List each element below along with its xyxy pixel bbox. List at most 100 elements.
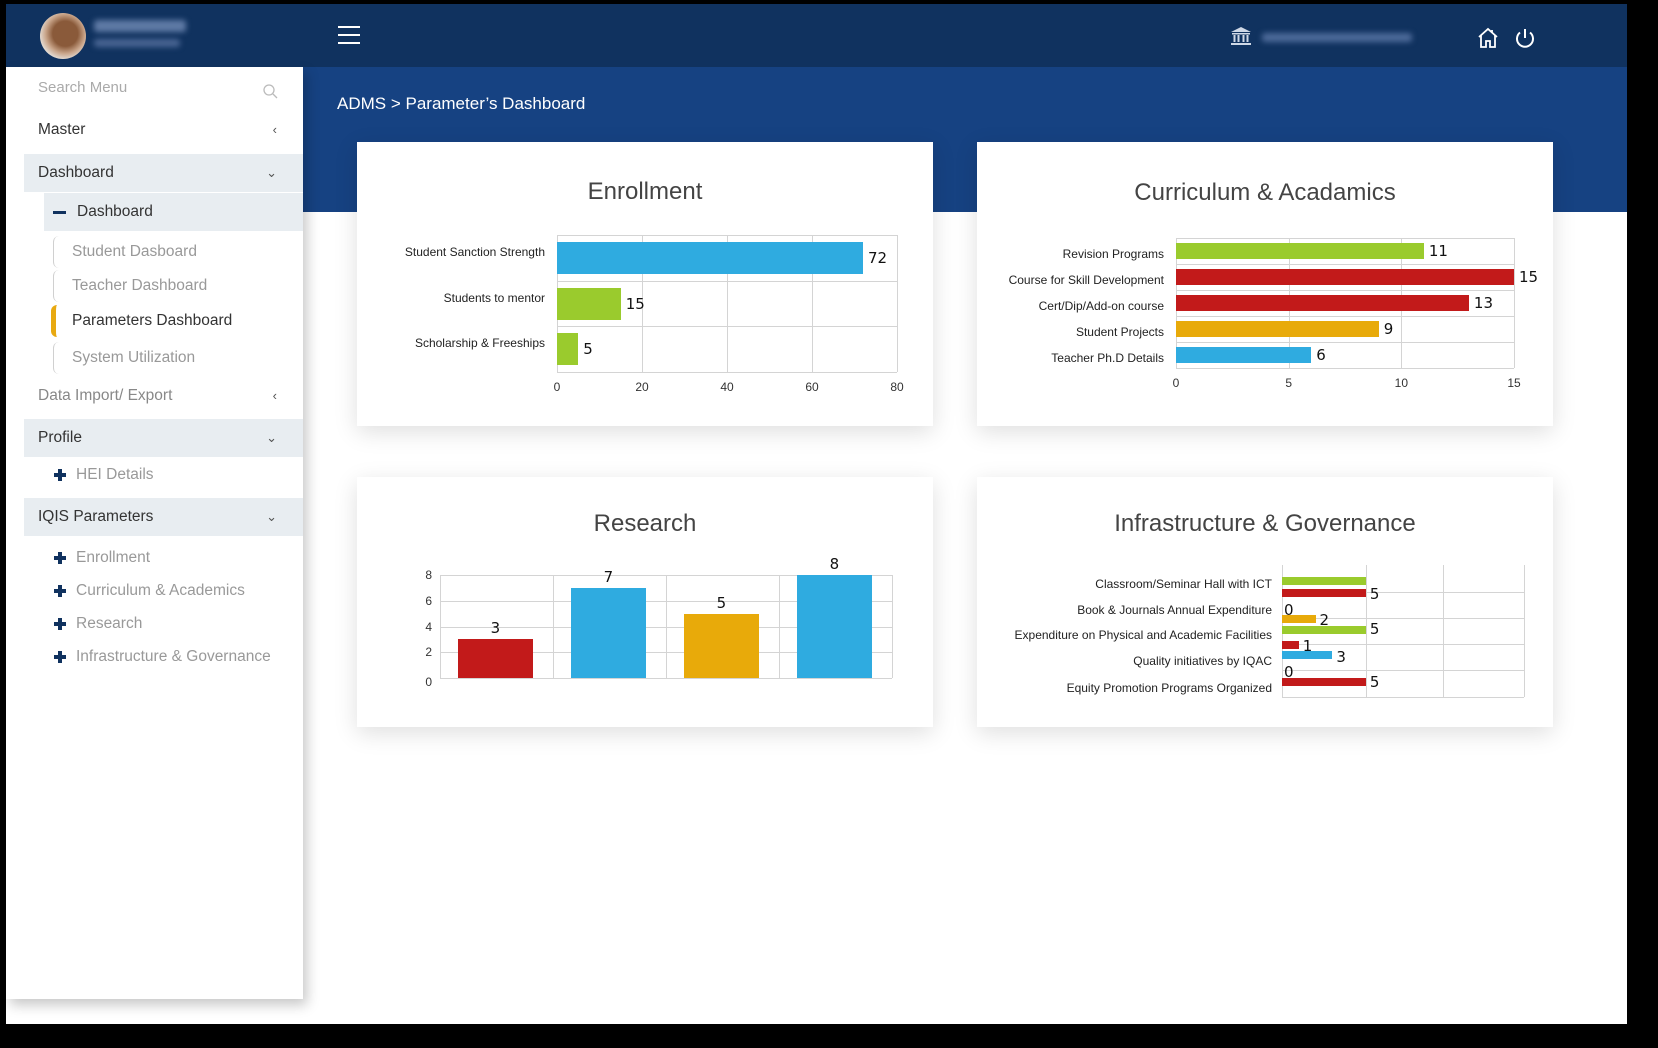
search-input[interactable] (38, 79, 248, 96)
chevron-left-icon: ‹ (272, 122, 277, 137)
bar (557, 333, 579, 366)
user-name (94, 20, 186, 32)
gridline (1443, 565, 1444, 697)
gridline (1282, 670, 1524, 671)
gridline (557, 372, 897, 373)
gridline (642, 235, 643, 372)
value-label: 15 (625, 294, 645, 313)
category-label: Cert/Dip/Add-on course (1038, 299, 1164, 313)
sidebar-item-parameters-dashboard[interactable]: Parameters Dashboard (44, 304, 303, 338)
gridline (557, 326, 897, 328)
home-icon[interactable] (1476, 26, 1500, 50)
value-label: 8 (829, 555, 840, 573)
value-label: 5 (716, 593, 727, 612)
value-label: 72 (868, 248, 888, 267)
bar (1282, 641, 1299, 649)
plus-icon (54, 618, 66, 630)
gridline (440, 678, 892, 679)
hamburger-icon[interactable] (338, 26, 360, 44)
gridline (1176, 316, 1514, 317)
gridline (557, 235, 897, 236)
sidebar-item-infrastructure[interactable]: Infrastructure & Governance (48, 642, 303, 672)
gridline (557, 280, 897, 282)
bar (1282, 589, 1366, 597)
gridline (1176, 368, 1514, 369)
x-tick-label: 5 (1285, 376, 1292, 390)
bar (1282, 615, 1316, 623)
bar (1176, 347, 1312, 363)
gridline (1524, 565, 1525, 697)
gridline (892, 575, 893, 678)
bar (1176, 295, 1469, 311)
sidebar-item-system-utilization[interactable]: System Utilization (44, 341, 303, 375)
chart-title: Curriculum & Acadamics (1134, 179, 1396, 206)
value-label: 5 (1369, 620, 1380, 638)
gridline (1176, 238, 1514, 239)
category-label: Scholarship & Freeships (414, 336, 545, 351)
x-tick-label: 0 (553, 380, 561, 394)
sidebar-item-enrollment[interactable]: Enrollment (48, 543, 303, 573)
sidebar-item-master[interactable]: Master ‹ (38, 121, 277, 138)
chevron-left-icon: ‹ (272, 388, 277, 403)
y-tick-label: 0 (425, 675, 432, 689)
gridline (1282, 697, 1524, 698)
top-header (6, 4, 1627, 67)
chart-title: Enrollment (587, 178, 703, 205)
sidebar-item-hei-details[interactable]: HEI Details (48, 460, 303, 490)
minus-icon (53, 211, 66, 214)
active-indicator (51, 305, 57, 337)
search-icon[interactable] (262, 83, 278, 99)
category-label: Expenditure on Physical and Academic Fac… (1014, 628, 1272, 642)
gridline (897, 235, 898, 372)
gridline (440, 575, 441, 678)
power-icon[interactable] (1513, 26, 1537, 50)
sidebar-subgroup-dashboard[interactable]: Dashboard (44, 193, 303, 231)
infrastructure-card: Infrastructure & Governance Classroom/Se… (977, 477, 1553, 727)
sidebar-item-profile[interactable]: Profile ⌄ (24, 419, 303, 457)
bar (797, 575, 872, 678)
gridline (727, 235, 728, 372)
value-label: 15 (1519, 268, 1539, 286)
sidebar-item-student-dashboard[interactable]: Student Dasboard (44, 235, 303, 269)
category-label: Revision Programs (1062, 247, 1164, 261)
bar (557, 287, 621, 320)
sidebar-item-teacher-dashboard[interactable]: Teacher Dashboard (44, 269, 303, 303)
plus-icon (54, 469, 66, 481)
sidebar-item-data-import-export[interactable]: Data Import/ Export ‹ (38, 387, 277, 404)
gridline (666, 575, 667, 678)
plus-icon (54, 585, 66, 597)
sidebar-item-iqis-parameters[interactable]: IQIS Parameters ⌄ (24, 498, 303, 536)
bar (1282, 651, 1333, 659)
gridline (1176, 342, 1514, 343)
gridline (553, 575, 554, 678)
value-label: 3 (490, 619, 501, 638)
bar (1176, 243, 1424, 259)
gridline (1176, 264, 1514, 265)
y-tick-label: 8 (425, 568, 432, 582)
sidebar-item-research[interactable]: Research (48, 609, 303, 639)
bar (1282, 678, 1366, 686)
gridline (1366, 565, 1367, 697)
y-tick-label: 2 (425, 645, 432, 660)
sidebar-item-curriculum[interactable]: Curriculum & Academics (48, 576, 303, 606)
bar (1176, 321, 1379, 337)
gridline (1282, 618, 1524, 619)
value-label: 3 (1336, 648, 1346, 666)
value-label: 2 (1319, 611, 1330, 629)
x-tick-label: 20 (635, 380, 649, 394)
category-label: Student Projects (1075, 325, 1164, 339)
category-label: Quality initiatives by IQAC (1133, 654, 1272, 668)
college-name (1262, 33, 1412, 42)
bar (1282, 577, 1366, 585)
value-label: 5 (583, 340, 593, 359)
y-tick-label: 6 (425, 593, 432, 608)
bar (1282, 626, 1366, 634)
user-role (94, 39, 180, 47)
gridline (1282, 644, 1524, 645)
gridline (812, 235, 813, 372)
value-label: 13 (1473, 294, 1494, 312)
avatar[interactable] (40, 13, 86, 59)
category-label: Classroom/Seminar Hall with ICT (1095, 577, 1272, 591)
x-tick-label: 80 (890, 380, 904, 394)
sidebar-item-dashboard[interactable]: Dashboard ⌄ (24, 154, 303, 192)
